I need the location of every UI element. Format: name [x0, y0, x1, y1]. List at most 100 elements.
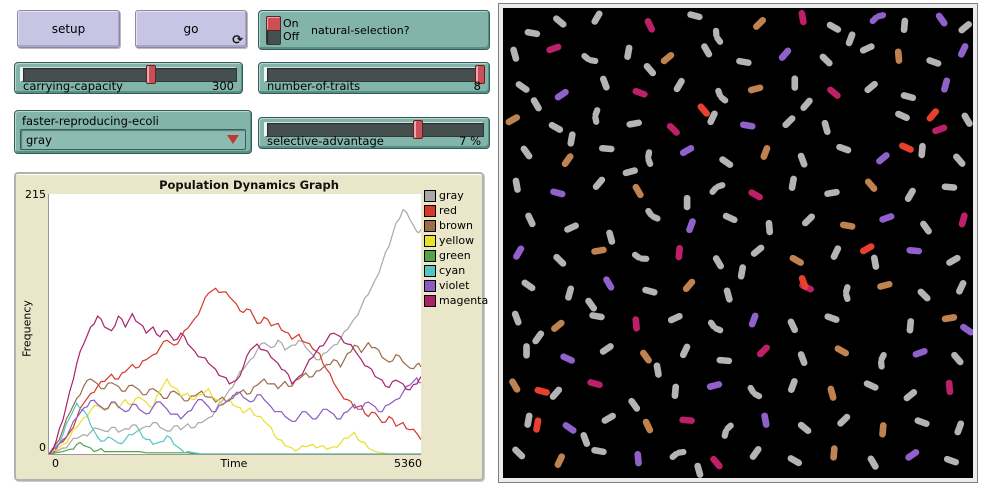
bacterium-gray [941, 183, 958, 191]
slider-thumb[interactable] [413, 120, 424, 139]
bacterium-violet [905, 449, 920, 461]
legend-label: gray [439, 189, 464, 202]
bacterium-gray [683, 194, 691, 211]
bacterium-gray [553, 15, 567, 28]
bacterium-gray [953, 153, 966, 167]
bacterium-gray [787, 378, 798, 393]
bacterium-gray [946, 254, 961, 266]
bacterium-gray [749, 446, 762, 460]
legend-entry-violet: violet [424, 278, 488, 293]
bacterium-gray [736, 57, 752, 66]
natural-selection-switch[interactable]: On Off natural-selection? [258, 10, 490, 50]
bacterium-brown [894, 48, 903, 64]
bacterium-violet [686, 218, 696, 234]
chooser-label: faster-reproducing-ecoli [22, 114, 159, 128]
bacterium-violet [554, 88, 569, 101]
faster-reproducing-ecoli-chooser[interactable]: faster-reproducing-ecoli gray [14, 110, 252, 154]
bacterium-gray [716, 356, 733, 365]
bacterium-gray [926, 57, 942, 67]
legend-entry-red: red [424, 203, 488, 218]
bacterium-gray [591, 446, 607, 456]
go-button[interactable]: go ⟳ [135, 10, 247, 48]
bacterium-gray [824, 313, 840, 323]
switch-knob[interactable] [266, 16, 281, 31]
legend-entry-magenta: magenta [424, 293, 488, 308]
bacterium-gray [624, 44, 633, 60]
slider-track[interactable] [264, 120, 484, 139]
bacterium-gray [788, 175, 797, 191]
bacterium-violet [550, 188, 566, 198]
chooser-selected-value: gray [26, 132, 52, 147]
bacterium-brown [561, 153, 574, 168]
bacterium-brown [941, 314, 958, 323]
bacterium-gray [904, 187, 916, 202]
bacterium-gray [673, 77, 685, 93]
y-axis-min-tick: 0 [39, 441, 46, 454]
plot-line-yellow [49, 377, 421, 454]
bacterium-violet [634, 451, 642, 467]
bacterium-gray [956, 280, 967, 295]
bacterium-brown [509, 378, 521, 393]
carrying-capacity-slider[interactable]: carrying-capacity 300 [14, 62, 243, 94]
bacterium-gray [707, 319, 724, 334]
chooser-dropdown[interactable]: gray [20, 129, 246, 150]
bacterium-brown [640, 349, 652, 364]
bacterium-gray [903, 389, 918, 402]
legend-swatch [424, 264, 436, 277]
legend-swatch [424, 189, 436, 202]
bacterium-gray [671, 383, 680, 400]
legend-label: brown [439, 219, 473, 232]
bacterium-gray [819, 53, 833, 67]
bacterium-magenta [945, 379, 954, 396]
bacterium-brown [877, 280, 893, 290]
bacterium-gray [787, 455, 803, 467]
bacterium-magenta [958, 212, 968, 228]
switch-label: natural-selection? [311, 24, 410, 37]
bacterium-brown [747, 84, 764, 94]
bacterium-brown [830, 445, 838, 461]
bacterium-gray [564, 222, 579, 233]
bacterium-gray [511, 310, 522, 326]
bacterium-gray [512, 177, 521, 193]
bacterium-gray [797, 421, 812, 435]
bacterium-violet [761, 412, 770, 428]
selective-advantage-slider[interactable]: selective-advantage 7 % [258, 117, 490, 149]
bacterium-magenta [546, 43, 562, 54]
legend-label: magenta [439, 294, 489, 307]
number-of-traits-slider[interactable]: number-of-traits 8 [258, 62, 490, 94]
bacterium-violet [603, 276, 615, 291]
bacterium-magenta [587, 379, 603, 389]
bacterium-brown [660, 51, 675, 65]
setup-button[interactable]: setup [17, 10, 120, 48]
bacterium-gray [549, 386, 563, 400]
bacterium-gray [906, 318, 915, 334]
bacterium-violet [869, 12, 887, 25]
slider-track[interactable] [20, 65, 237, 84]
y-axis-label: Frequency [20, 300, 34, 357]
bacterium-gray [826, 21, 842, 33]
legend-swatch [424, 279, 436, 292]
bacterium-brown [551, 319, 565, 332]
slider-thumb[interactable] [474, 65, 485, 84]
bacterium-gray [791, 75, 799, 91]
slider-track[interactable] [264, 65, 485, 84]
bacterium-brown [642, 418, 654, 434]
legend-label: green [439, 249, 471, 262]
bacterium-gray [592, 107, 601, 125]
bacterium-gray [843, 284, 851, 302]
bacterium-gray [592, 176, 606, 190]
plot-line-green [49, 441, 421, 454]
bacterium-gray [715, 87, 729, 104]
bacterium-gray [836, 143, 852, 154]
bacterium-brown [827, 385, 837, 401]
bacterium-gray [765, 219, 774, 236]
bacterium-gray [830, 245, 842, 260]
bacterium-gray [877, 351, 887, 370]
setup-button-label: setup [51, 22, 86, 36]
slider-thumb[interactable] [145, 65, 156, 84]
bacterium-violet [912, 348, 928, 358]
legend-label: yellow [439, 234, 475, 247]
bacterium-violet [562, 422, 577, 434]
switch-track[interactable] [266, 16, 281, 45]
